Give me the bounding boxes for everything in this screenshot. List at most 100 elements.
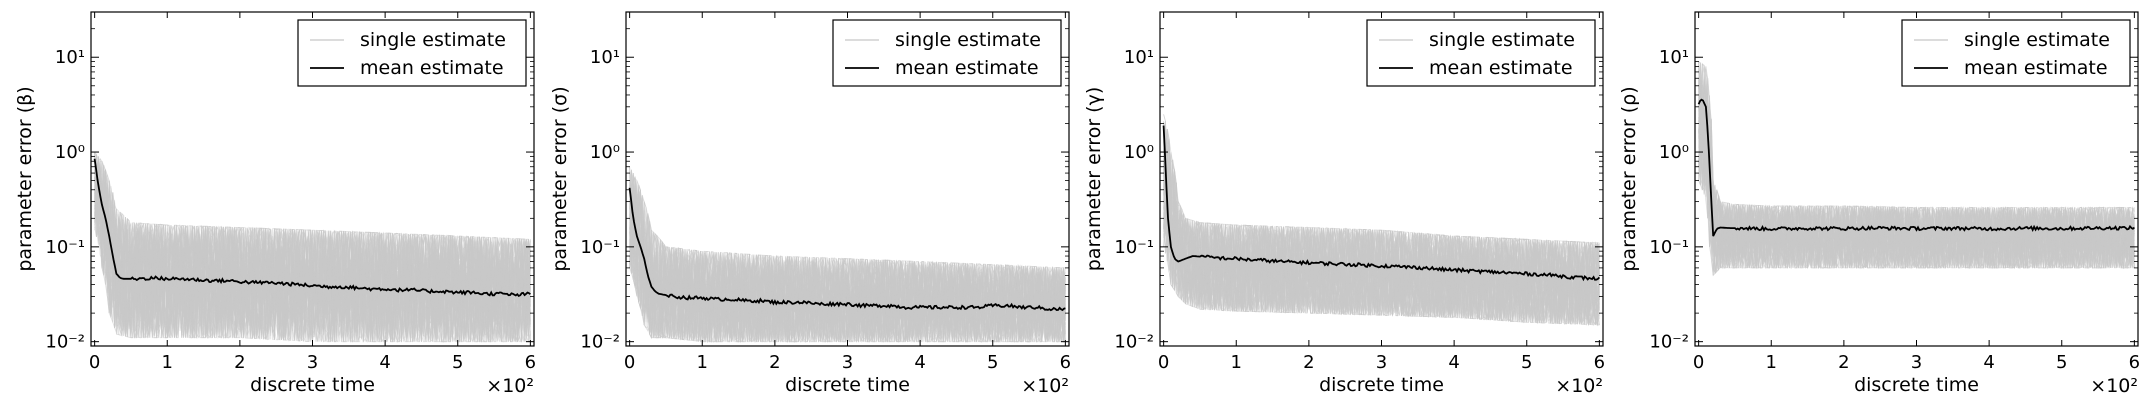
x-tick-label: 4	[1448, 352, 1459, 373]
chart-panel-4: 0 1 2 3 4 5 6 10⁻² 10⁻¹ 10⁰ 10¹ discrete time ×10² pa…	[1618, 11, 2140, 397]
mean-estimate-line	[1697, 98, 2135, 237]
single-estimate-line	[94, 156, 531, 300]
x-tick-label: 6	[1060, 352, 1071, 373]
x-tick-label: 6	[525, 352, 536, 373]
x-tick-label: 3	[1911, 352, 1922, 373]
plot-area	[1162, 114, 1601, 327]
legend-frame	[832, 19, 1062, 87]
chart-panel-1: 0 1 2 3 4 5 6 10⁻² 10⁻¹ 10⁰ 10¹ discrete time ×10² pa…	[14, 11, 536, 397]
plot-area	[93, 151, 531, 344]
legend-single-label: single estimate	[360, 29, 506, 51]
mean-estimate-line	[1162, 125, 1601, 282]
x-tick-label: 4	[914, 352, 925, 373]
legend: single estimate mean estimate	[1366, 19, 1596, 87]
legend: single estimate mean estimate	[832, 19, 1062, 87]
x-tick-label: 6	[2129, 352, 2140, 373]
y-tick-label: 10⁻¹	[45, 237, 85, 258]
y-tick-label: 10⁻¹	[580, 237, 620, 258]
x-multiplier-label: ×10²	[1021, 375, 1069, 397]
x-tick-label: 4	[1983, 352, 1994, 373]
single-estimate-traces	[94, 151, 531, 344]
x-axis-label: discrete time	[1854, 374, 1979, 396]
y-tick-label: 10⁻¹	[1649, 237, 1689, 258]
single-estimate-line	[1163, 138, 1600, 305]
x-tick-label: 5	[987, 352, 998, 373]
x-multiplier-label: ×10²	[486, 375, 534, 397]
y-axis-label: parameter error (γ)	[1083, 87, 1105, 271]
x-tick-label: 3	[1376, 352, 1387, 373]
single-estimate-line	[94, 157, 531, 312]
y-tick-label: 10⁻²	[580, 332, 620, 353]
x-tick-label: 0	[1693, 352, 1704, 373]
x-tick-label: 3	[842, 352, 853, 373]
x-tick-label: 0	[1158, 352, 1169, 373]
plot-area	[1697, 61, 2135, 277]
legend-single-label: single estimate	[895, 29, 1041, 51]
x-tick-label: 3	[307, 352, 318, 373]
y-axis-label: parameter error (σ)	[549, 86, 571, 271]
single-estimate-line	[1163, 164, 1600, 324]
single-estimate-line	[629, 185, 1066, 337]
single-estimate-line	[1698, 85, 2135, 270]
legend-mean-label: mean estimate	[1429, 57, 1573, 79]
x-tick-label: 4	[379, 352, 390, 373]
single-estimate-traces	[1163, 114, 1600, 327]
y-axis-label: parameter error (ρ)	[1618, 86, 1640, 271]
single-estimate-line	[1163, 171, 1600, 325]
single-estimate-line	[94, 155, 531, 315]
y-tick-label: 10⁰	[590, 142, 620, 163]
single-estimate-line	[1163, 128, 1600, 289]
single-estimate-traces	[629, 166, 1066, 344]
x-tick-label: 5	[452, 352, 463, 373]
legend: single estimate mean estimate	[1901, 19, 2131, 87]
y-tick-label: 10⁰	[1124, 142, 1154, 163]
x-multiplier-label: ×10²	[1555, 375, 1603, 397]
x-tick-label: 1	[1766, 352, 1777, 373]
x-axis-label: discrete time	[785, 374, 910, 396]
chart-panel-3: 0 1 2 3 4 5 6 10⁻² 10⁻¹ 10⁰ 10¹ discrete time ×10² pa…	[1083, 11, 1605, 397]
x-tick-label: 0	[89, 352, 100, 373]
x-tick-label: 2	[234, 352, 245, 373]
x-tick-label: 6	[1594, 352, 1605, 373]
legend: single estimate mean estimate	[297, 19, 527, 87]
y-tick-label: 10¹	[55, 47, 85, 68]
legend-frame	[1901, 19, 2131, 87]
x-tick-label: 1	[162, 352, 173, 373]
x-tick-label: 5	[1521, 352, 1532, 373]
plot-area	[628, 166, 1066, 344]
y-tick-label: 10⁰	[55, 142, 85, 163]
x-tick-label: 2	[769, 352, 780, 373]
x-tick-label: 2	[1303, 352, 1314, 373]
single-estimate-traces	[1698, 61, 2135, 277]
chart-panel-2: 0 1 2 3 4 5 6 10⁻² 10⁻¹ 10⁰ 10¹ discrete time ×10² pa…	[549, 11, 1071, 397]
y-tick-label: 10⁻²	[1114, 332, 1154, 353]
legend-mean-label: mean estimate	[1964, 57, 2108, 79]
x-tick-label: 2	[1838, 352, 1849, 373]
x-tick-label: 5	[2056, 352, 2067, 373]
y-tick-label: 10⁻²	[45, 332, 85, 353]
x-tick-label: 1	[1231, 352, 1242, 373]
single-estimate-line	[94, 179, 531, 344]
legend-single-label: single estimate	[1429, 29, 1575, 51]
single-estimate-line	[1698, 153, 2135, 276]
legend-frame	[297, 19, 527, 87]
x-tick-label: 0	[624, 352, 635, 373]
legend-frame	[1366, 19, 1596, 87]
x-tick-label: 1	[697, 352, 708, 373]
y-tick-label: 10⁻¹	[1114, 237, 1154, 258]
y-axis-label: parameter error (β)	[14, 86, 36, 271]
legend-single-label: single estimate	[1964, 29, 2110, 51]
legend-mean-label: mean estimate	[895, 57, 1039, 79]
legend-mean-label: mean estimate	[360, 57, 504, 79]
mean-estimate-line	[628, 187, 1066, 312]
y-tick-label: 10⁰	[1659, 142, 1689, 163]
y-tick-label: 10¹	[1124, 47, 1154, 68]
x-axis-label: discrete time	[1319, 374, 1444, 396]
y-tick-label: 10¹	[1659, 47, 1689, 68]
x-multiplier-label: ×10²	[2090, 375, 2138, 397]
y-tick-label: 10⁻²	[1649, 332, 1689, 353]
mean-estimate-line	[93, 158, 531, 297]
x-axis-label: discrete time	[250, 374, 375, 396]
single-estimate-line	[629, 202, 1066, 341]
